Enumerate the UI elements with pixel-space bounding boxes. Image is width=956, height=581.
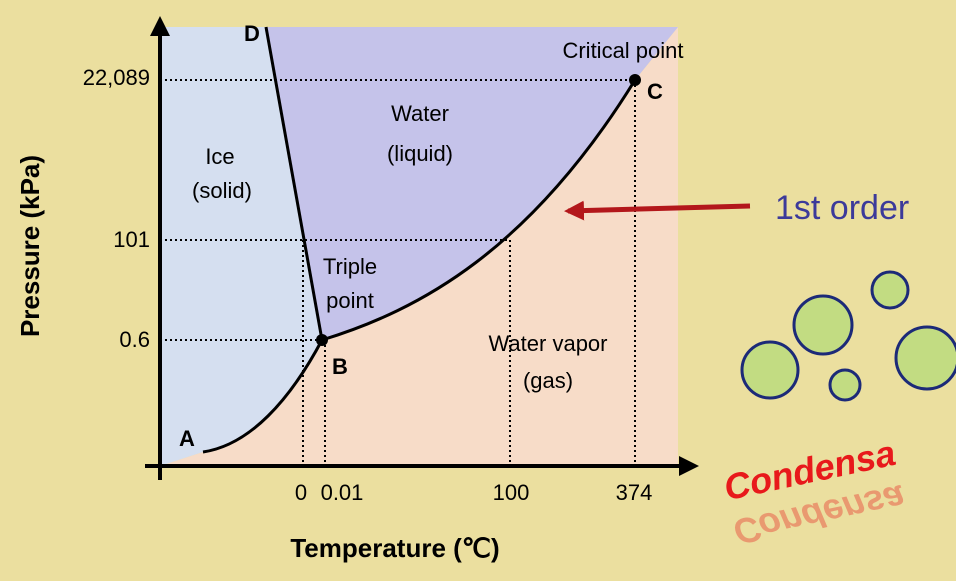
critical-point	[629, 74, 641, 86]
x-label: 374	[616, 480, 653, 505]
point-label: Triple	[323, 254, 377, 279]
region-label: (solid)	[192, 178, 252, 203]
region-label: (liquid)	[387, 141, 453, 166]
annotation: 1st order	[775, 189, 909, 227]
region-label: (gas)	[523, 368, 573, 393]
point-label: point	[326, 288, 374, 313]
y-label: 101	[113, 227, 150, 252]
y-label: 22,089	[83, 65, 150, 90]
triple-point	[316, 334, 328, 346]
point-label: Critical point	[562, 38, 683, 63]
ice-region	[160, 27, 322, 466]
guides	[160, 79, 636, 466]
point-letter: B	[332, 354, 348, 379]
region-label: Ice	[205, 144, 234, 169]
annotation-arrow	[564, 200, 751, 221]
y-label: 0.6	[119, 327, 150, 352]
x-label: 100	[493, 480, 530, 505]
region-label: Water vapor	[488, 331, 607, 356]
point-letter: D	[244, 21, 260, 46]
vapor-region	[160, 27, 678, 466]
droplets	[740, 270, 956, 402]
x-axis-title: Temperature (℃)	[290, 533, 499, 563]
point-letter: C	[647, 79, 663, 104]
liquid-region	[266, 27, 678, 340]
x-label: 0.01	[321, 480, 364, 505]
y-axis-title: Pressure (kPa)	[15, 155, 45, 337]
point-letter: A	[179, 426, 195, 451]
x-label: 0	[295, 480, 307, 505]
phase-lines	[202, 26, 637, 454]
region-label: Water	[391, 101, 449, 126]
